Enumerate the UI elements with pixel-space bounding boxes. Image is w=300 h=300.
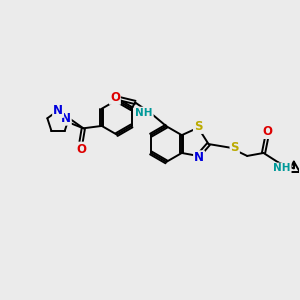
Text: O: O (110, 91, 120, 104)
Text: NH: NH (135, 108, 153, 118)
Text: S: S (230, 141, 239, 154)
Text: N: N (194, 151, 204, 164)
Text: O: O (76, 142, 86, 156)
Text: O: O (263, 125, 273, 138)
Text: N: N (61, 112, 71, 125)
Text: NH: NH (273, 164, 291, 173)
Text: S: S (194, 120, 203, 133)
Text: N: N (53, 104, 63, 117)
